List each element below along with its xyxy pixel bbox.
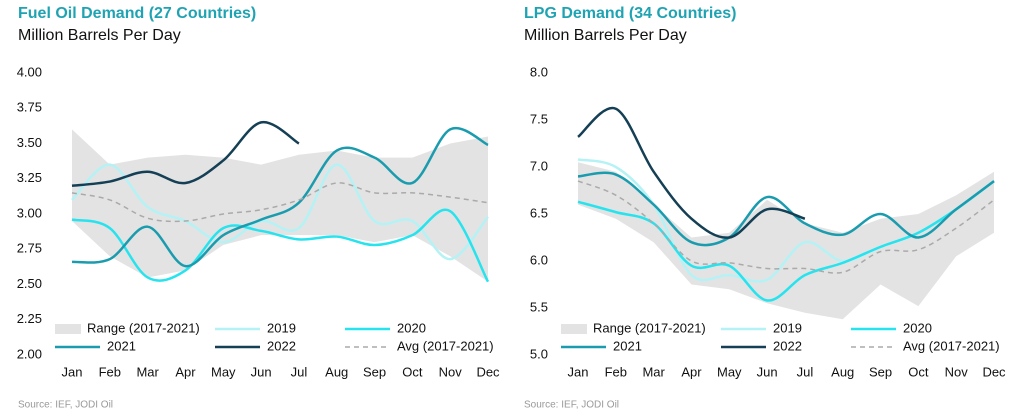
x-tick-label: Jan [62, 364, 83, 379]
x-tick-label: Dec [982, 364, 1006, 379]
chart-subtitle: Million Barrels Per Day [18, 27, 181, 44]
x-tick-label: Mar [136, 364, 159, 379]
x-tick-label: Feb [99, 364, 121, 379]
x-tick-label: Jul [291, 364, 308, 379]
y-tick-label: 8.0 [530, 64, 548, 79]
chart-panel: LPG Demand (34 Countries) Million Barrels… [524, 5, 1006, 410]
x-tick-label: May [211, 364, 236, 379]
series-line [71, 163, 489, 261]
x-tick-label: Jun [757, 364, 778, 379]
legend-label: 2022 [267, 338, 296, 353]
x-tick-label: Oct [402, 364, 423, 379]
legend-label: Range (2017-2021) [87, 320, 200, 335]
y-tick-label: 3.00 [17, 205, 42, 220]
y-tick-label: 5.0 [530, 346, 548, 361]
x-tick-label: Jan [568, 364, 589, 379]
series-line [71, 208, 490, 283]
y-tick-label: 6.0 [530, 252, 548, 267]
legend-label: Avg (2017-2021) [397, 338, 494, 353]
y-tick-label: 7.5 [530, 111, 548, 126]
y-tick-label: 3.50 [17, 135, 42, 150]
y-tick-label: 2.50 [17, 276, 42, 291]
y-tick-label: 4.00 [17, 64, 42, 79]
legend-label: 2021 [613, 338, 642, 353]
chart-panel: Fuel Oil Demand (27 Countries) Million Ba… [17, 5, 500, 410]
legend-label: 2021 [107, 338, 136, 353]
source: Source: IEF, JODI Oil [18, 400, 113, 411]
series-line [71, 126, 489, 268]
y-tick-label: 6.5 [530, 205, 548, 220]
x-tick-label: Jun [251, 364, 272, 379]
series-line [577, 106, 806, 239]
legend-label: 2019 [773, 320, 802, 335]
chart-title: LPG Demand (34 Countries) [524, 5, 736, 22]
x-tick-label: Aug [831, 364, 854, 379]
legend-label: 2020 [397, 320, 426, 335]
x-tick-label: Oct [908, 364, 929, 379]
x-tick-label: Aug [325, 364, 348, 379]
series-line [577, 180, 995, 274]
legend-label: 2019 [267, 320, 296, 335]
source: Source: IEF, JODI Oil [524, 400, 619, 411]
x-tick-label: Nov [945, 364, 969, 379]
legend-label: Avg (2017-2021) [903, 338, 1000, 353]
chart-title: Fuel Oil Demand (27 Countries) [18, 5, 256, 22]
legend-label: 2020 [903, 320, 932, 335]
y-tick-label: 2.00 [17, 346, 42, 361]
series-line [71, 121, 300, 188]
y-tick-label: 2.25 [17, 311, 42, 326]
x-tick-label: Apr [175, 364, 196, 379]
y-tick-label: 3.75 [17, 100, 42, 115]
y-tick-label: 5.5 [530, 299, 548, 314]
x-tick-label: Dec [476, 364, 500, 379]
x-tick-label: Nov [439, 364, 463, 379]
legend-swatch [561, 324, 587, 334]
x-tick-label: Sep [363, 364, 386, 379]
y-tick-label: 7.0 [530, 158, 548, 173]
range-band [72, 129, 488, 282]
legend-label: Range (2017-2021) [593, 320, 706, 335]
y-tick-label: 3.25 [17, 170, 42, 185]
legend-swatch [55, 324, 81, 334]
x-tick-label: Mar [642, 364, 665, 379]
x-tick-label: Feb [605, 364, 627, 379]
x-tick-label: Apr [681, 364, 702, 379]
series-line [577, 171, 995, 247]
x-tick-label: Sep [869, 364, 892, 379]
y-tick-label: 2.75 [17, 241, 42, 256]
x-tick-label: May [717, 364, 742, 379]
x-tick-label: Jul [797, 364, 814, 379]
range-band [578, 162, 994, 320]
legend-label: 2022 [773, 338, 802, 353]
chart-subtitle: Million Barrels Per Day [524, 27, 687, 44]
